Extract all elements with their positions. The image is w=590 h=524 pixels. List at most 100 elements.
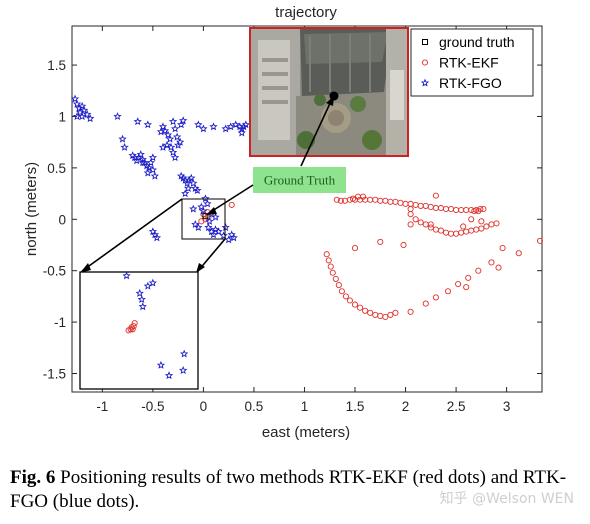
- data-point: [193, 186, 202, 195]
- data-point: [471, 208, 478, 215]
- data-point: [184, 184, 193, 192]
- data-point: [483, 223, 490, 230]
- series-rtk-fgo: [70, 94, 251, 244]
- data-point: [463, 284, 470, 291]
- y-tick-label: -1: [54, 315, 66, 330]
- data-point: [133, 117, 142, 126]
- data-point: [475, 208, 482, 215]
- inset-data-point: [179, 366, 188, 374]
- data-point: [477, 205, 484, 213]
- data-point: [377, 238, 384, 245]
- data-point: [360, 193, 367, 200]
- inset-data-point: [135, 288, 144, 297]
- data-point: [175, 137, 185, 146]
- data-point: [163, 130, 173, 139]
- inset-rtk-ekf: [125, 320, 138, 334]
- data-point: [146, 158, 155, 167]
- legend-label: RTK-FGO: [439, 75, 502, 91]
- x-tick-label: -1: [96, 399, 108, 414]
- x-tick-label: -0.5: [141, 399, 164, 414]
- figure-caption: Fig. 6 Positioning results of two method…: [10, 466, 585, 514]
- series-ground-truth: [202, 213, 209, 220]
- data-point: [168, 148, 178, 156]
- data-point: [342, 293, 349, 300]
- data-point: [189, 204, 198, 213]
- data-point: [437, 227, 444, 234]
- data-point: [515, 250, 522, 257]
- data-point: [144, 163, 153, 172]
- data-point: [187, 173, 196, 182]
- y-tick-label: -1.5: [43, 366, 66, 381]
- data-point: [337, 197, 344, 204]
- data-point: [412, 216, 419, 223]
- data-point: [224, 235, 233, 244]
- data-point: [427, 221, 434, 228]
- x-tick-label: 2: [402, 399, 410, 414]
- data-point: [170, 124, 180, 133]
- inset-data-point: [138, 302, 147, 311]
- inset-data-point: [148, 278, 158, 287]
- data-point: [158, 142, 168, 151]
- inset-rtk-fgo: [122, 271, 189, 380]
- data-point: [179, 116, 188, 125]
- data-point: [143, 168, 152, 177]
- data-point: [177, 120, 186, 129]
- data-point: [325, 257, 332, 264]
- zoom-line-left: [81, 198, 183, 272]
- data-point: [432, 192, 439, 199]
- data-point: [118, 134, 127, 143]
- data-point: [204, 223, 213, 232]
- data-point: [214, 227, 223, 236]
- data-point: [77, 101, 87, 110]
- data-point: [237, 128, 246, 137]
- data-point: [148, 227, 158, 236]
- data-point: [162, 140, 172, 149]
- data-point: [201, 194, 210, 203]
- data-point: [231, 120, 240, 129]
- annotation-arrowhead-top: [326, 96, 334, 106]
- data-point: [332, 275, 339, 282]
- data-point: [113, 112, 122, 121]
- legend-box: [410, 28, 534, 97]
- inset-data-point: [130, 323, 137, 330]
- legend-label: RTK-EKF: [439, 55, 499, 71]
- data-point: [499, 245, 506, 252]
- y-axis-ticks: -1.5 -1 -0.5 0 0.5 1 1.5: [43, 58, 542, 381]
- data-point: [152, 233, 162, 242]
- data-point: [468, 216, 475, 223]
- data-point: [329, 269, 336, 276]
- annotation-arrowhead-bottom: [206, 207, 217, 215]
- data-point: [86, 114, 95, 123]
- data-point: [70, 94, 80, 103]
- inset-data-point: [143, 281, 152, 290]
- zoom-arrow-left: [80, 263, 91, 273]
- data-point: [209, 230, 218, 239]
- data-point: [338, 288, 345, 295]
- data-point: [488, 259, 495, 266]
- data-point: [148, 165, 158, 174]
- data-point: [351, 301, 359, 308]
- data-point: [181, 189, 190, 198]
- x-tick-label: 1: [301, 399, 309, 414]
- x-axis-ticks: -1 -0.5 0 0.5 1 1.5 2 2.5 3: [96, 26, 510, 414]
- data-point: [228, 201, 235, 208]
- data-point: [150, 230, 160, 239]
- data-point: [72, 99, 82, 108]
- data-point: [120, 142, 129, 151]
- legend-marker: [420, 78, 430, 87]
- data-point: [227, 230, 236, 239]
- data-point: [189, 178, 198, 187]
- data-point: [150, 171, 160, 180]
- y-tick-label: -0.5: [43, 264, 66, 279]
- legend-marker: [421, 59, 429, 66]
- ground-truth-label: Ground Truth: [264, 173, 336, 188]
- data-point: [455, 281, 462, 288]
- data-point: [241, 120, 251, 129]
- data-point: [465, 274, 472, 281]
- data-point: [221, 124, 230, 133]
- data-point: [335, 282, 342, 289]
- ground-truth-label-box: [253, 167, 346, 193]
- data-point: [427, 224, 434, 231]
- data-point: [478, 218, 485, 225]
- data-point: [407, 211, 414, 218]
